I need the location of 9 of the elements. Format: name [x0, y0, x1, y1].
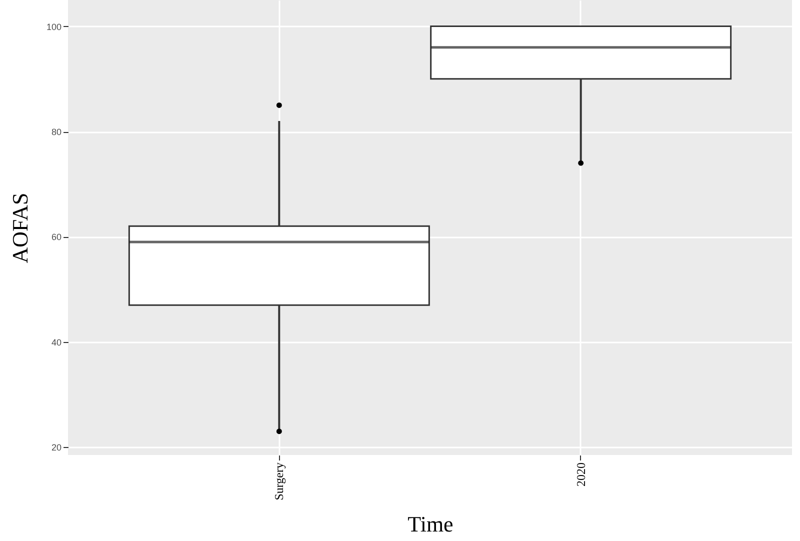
y-tick-label: 40 — [51, 337, 62, 348]
y-tick-label: 100 — [46, 22, 62, 32]
x-tick-label: Surgery — [272, 462, 286, 500]
y-tick-label: 20 — [51, 442, 62, 453]
x-tick-label: 2020 — [574, 462, 588, 486]
y-axis-title: AOFAS — [7, 192, 32, 264]
x-axis-title: Time — [408, 511, 454, 536]
y-tick-label: 60 — [51, 232, 62, 242]
y-tick-label: 80 — [51, 127, 62, 138]
